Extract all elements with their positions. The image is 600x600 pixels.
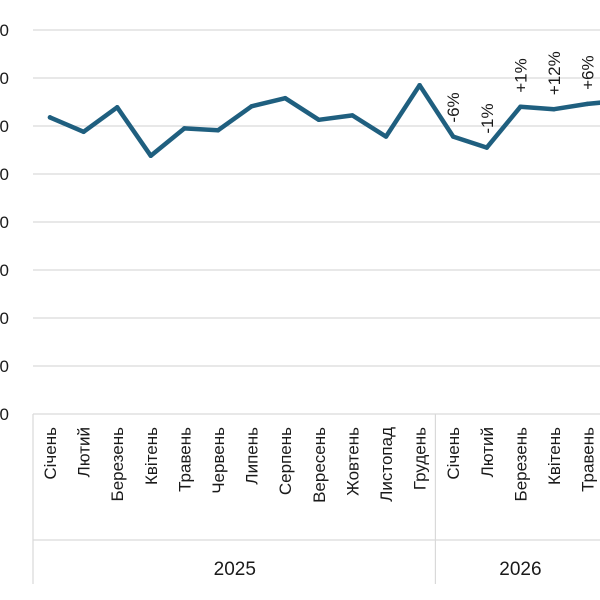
data-label: +12%: [545, 51, 564, 95]
x-tick-label: Лютий: [478, 427, 497, 477]
y-tick-label: 0: [0, 213, 9, 232]
y-tick-label: 0: [0, 117, 9, 136]
data-labels: -6% -1% +1% +12% +6%: [444, 51, 597, 133]
data-point: [450, 134, 456, 139]
data-label: -6%: [444, 92, 463, 122]
data-point: [350, 113, 355, 118]
data-label: +1%: [511, 58, 530, 93]
x-tick-label: Травень: [175, 427, 194, 492]
x-tick-label: Січень: [444, 427, 463, 480]
data-label: -1%: [478, 103, 497, 133]
data-point: [47, 115, 53, 120]
year-group-label: 2026: [499, 559, 541, 580]
y-tick-label: 0: [0, 165, 9, 184]
data-point: [182, 126, 187, 131]
x-tick-label: Липень: [243, 427, 262, 485]
data-point: [551, 106, 557, 112]
y-tick-label: 0: [0, 309, 9, 328]
data-point: [249, 104, 254, 109]
data-point: [585, 101, 590, 107]
y-tick-label: 0: [0, 405, 9, 424]
y-tick-label: 0: [0, 21, 9, 40]
x-tick-label: Вересень: [310, 427, 329, 503]
x-tick-label: Березень: [511, 427, 530, 502]
data-point: [417, 82, 422, 88]
data-point: [316, 117, 322, 123]
data-point: [148, 153, 154, 159]
y-tick-label: 0: [0, 357, 9, 376]
x-tick-label: Квітень: [142, 427, 161, 485]
year-group-label: 2025: [214, 559, 256, 580]
series-line: [47, 82, 600, 159]
data-point: [114, 105, 120, 110]
y-axis-tick-labels: 0 0 0 0 0 0 0 0 0: [0, 21, 9, 424]
x-tick-label: Червень: [209, 427, 228, 494]
x-tick-label: Листопад: [377, 427, 396, 502]
data-point: [81, 129, 86, 135]
x-tick-label: Жовтень: [343, 427, 362, 496]
x-tick-label: Серпень: [276, 427, 295, 495]
x-axis-tick-labels: Січень Лютий Березень Квітень Травень Червень…: [41, 427, 598, 503]
x-tick-label: Квітень: [545, 427, 564, 485]
category-axis: [32, 414, 600, 584]
y-tick-label: 0: [0, 261, 9, 280]
x-tick-label: Січень: [41, 427, 60, 480]
series-line-group: [47, 82, 600, 159]
data-point: [518, 104, 523, 110]
x-tick-label: Травень: [579, 427, 598, 492]
year-group-labels: 2025 2026: [214, 559, 542, 580]
data-label: +6%: [579, 55, 598, 90]
data-point: [282, 95, 288, 101]
data-point: [383, 134, 389, 139]
data-point: [215, 128, 221, 133]
y-tick-label: 0: [0, 69, 9, 88]
x-tick-label: Грудень: [411, 427, 430, 490]
x-tick-label: Березень: [108, 427, 127, 502]
x-tick-label: Лютий: [75, 427, 94, 477]
data-point: [484, 145, 490, 150]
